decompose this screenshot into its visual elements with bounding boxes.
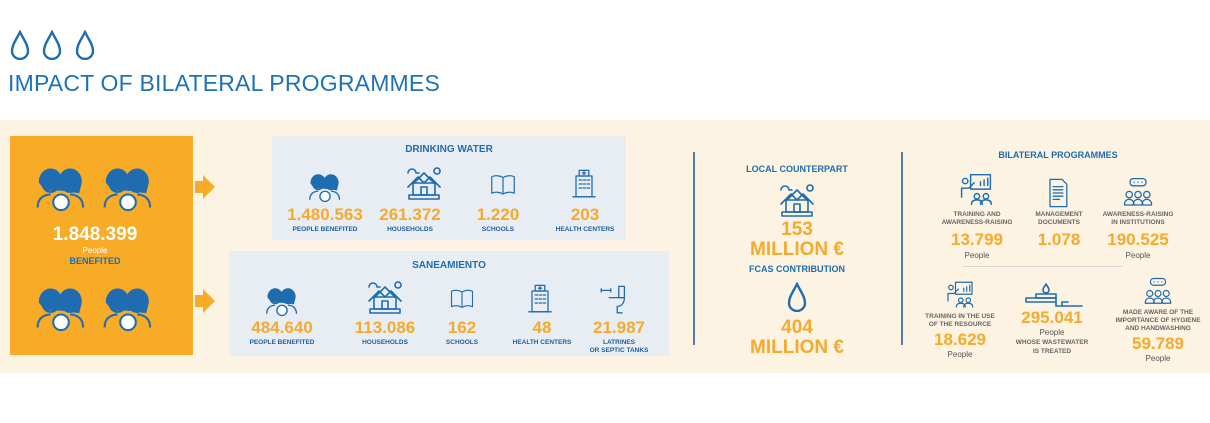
stat-value: 1.078 [1037,230,1081,249]
book-icon [448,285,476,313]
stat-unit: People [1125,251,1151,260]
stat-value: 18.629 [934,330,986,349]
stat-label: AND HANDWASHING [1125,325,1191,332]
total-value: 1.848.399 [52,224,138,245]
stat-label: DOCUMENTS [1038,219,1080,226]
stat-value: 190.525 [1107,230,1169,249]
arrow-right-icon [195,289,215,313]
arrow-right-icon [195,175,215,199]
stat-label: HEALTH CENTERS [555,226,615,233]
local-counterpart-value: 153 [781,219,813,240]
hospital-icon [568,166,600,202]
sanitation-title: SANEAMIENTO [412,260,486,271]
toilet-icon [598,283,630,317]
presentation-icon [958,172,994,208]
book-icon [488,170,518,200]
sanitation-panel [229,251,669,356]
stat-label: AWARENESS-RAISING [941,219,1013,226]
stat-label: IMPORTANCE OF HYGIENE [1115,317,1201,324]
stat-label: AWARENESS-RAISING [1102,211,1174,218]
stat-label: IS TREATED [1032,348,1072,355]
stat-value: 113.086 [354,318,416,337]
fcas-contribution-title: FCAS CONTRIBUTION [749,264,845,274]
separator [963,266,1123,267]
stat-label: LATRINES [602,339,636,346]
hospital-icon [524,281,556,317]
stat-value: 48 [532,318,552,337]
stat-label: HOUSEHOLDS [362,339,408,346]
stat-value: 261.372 [379,205,441,224]
stat-value: 1.220 [476,205,520,224]
stat-unit: People [1145,354,1171,363]
stat-label: HOUSEHOLDS [387,226,433,233]
stat-label: TRAINING IN THE USE [925,313,995,320]
stat-label: WHOSE WASTEWATER [1015,339,1089,346]
house-icon [777,180,817,220]
stat-value: 203 [570,205,600,224]
divider [901,152,903,345]
bilateral-title: BILATERAL PROGRAMMES [998,150,1118,160]
stat-label: OR SEPTIC TANKS [589,347,649,354]
stat-value: 1.480.563 [287,205,363,224]
page-title: IMPACT OF BILATERAL PROGRAMMES [8,70,440,96]
drinking-water-title: DRINKING WATER [405,144,493,155]
total-label: BENEFITED [69,256,121,266]
stat-label: PEOPLE BENEFITED [292,226,358,233]
stat-value: 21.987 [593,318,645,337]
drop-icon [10,30,30,60]
people-icon [263,284,301,318]
stat-label: OF THE RESOURCE [928,321,992,328]
people-icon [32,162,90,214]
stat-label: MANAGEMENT [1035,211,1083,218]
stat-value: 59.789 [1132,334,1184,353]
group-chat-icon [1143,277,1173,307]
stat-value: 162 [447,318,477,337]
wastewater-icon [1024,280,1084,310]
house-icon [404,163,444,203]
stat-unit: People [964,251,990,260]
drop-icon [787,281,807,313]
people-icon [306,170,344,204]
stat-label: TRAINING AND [953,211,1001,218]
house-icon [365,277,405,317]
people-icon [99,162,157,214]
fcas-contribution-unit: MILLION € [750,337,844,358]
stat-value: 484.640 [251,318,313,337]
document-icon [1042,177,1074,209]
people-icon [32,282,90,334]
people-icon [99,282,157,334]
drop-icon [42,30,62,60]
divider [693,152,695,345]
stat-unit: People [1039,328,1065,337]
stat-unit: People [947,350,973,359]
local-counterpart-unit: MILLION € [750,239,844,260]
local-counterpart-title: LOCAL COUNTERPART [746,164,848,174]
stat-value: 295.041 [1021,308,1083,327]
stat-label: IN INSTITUTIONS [1111,219,1165,226]
stat-label: HEALTH CENTERS [512,339,572,346]
group-chat-icon [1122,177,1154,209]
drop-icon [75,30,95,60]
stat-label: SCHOOLS [481,226,515,233]
stat-label: SCHOOLS [445,339,479,346]
total-unit: People [82,246,108,255]
fcas-contribution-value: 404 [781,317,813,338]
stat-value: 13.799 [951,230,1003,249]
stat-label: MADE AWARE OF THE [1122,309,1194,316]
presentation-icon [945,280,975,310]
stat-label: PEOPLE BENEFITED [249,339,315,346]
